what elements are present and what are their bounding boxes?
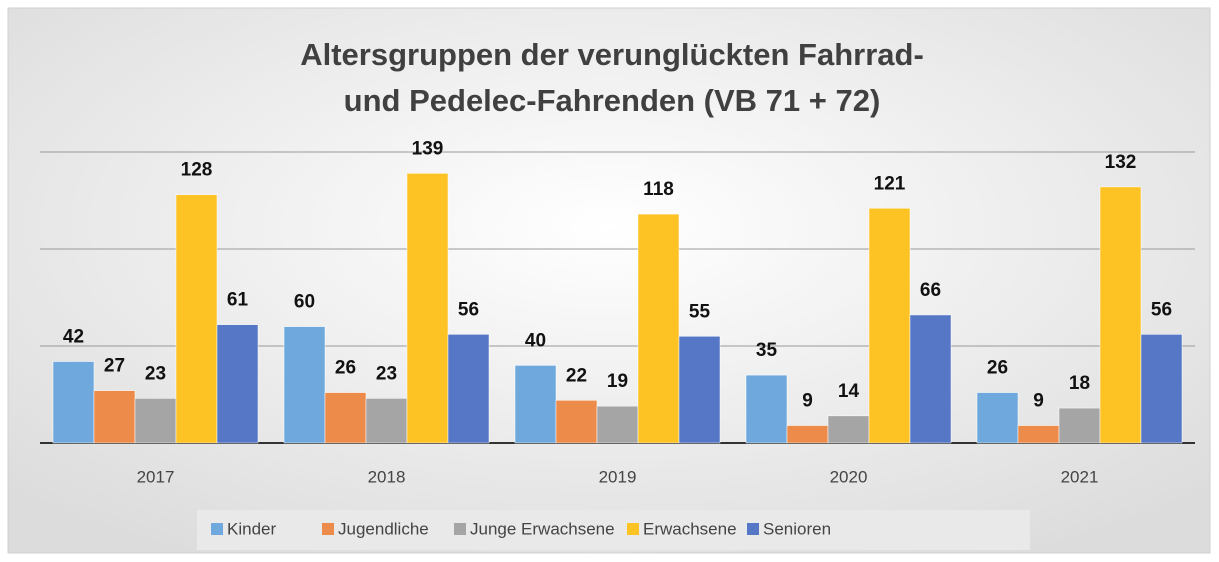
data-label: 9 — [802, 391, 813, 412]
bar — [93, 390, 136, 444]
data-label: 18 — [1069, 373, 1090, 394]
data-label: 9 — [1033, 391, 1044, 412]
bar — [909, 314, 952, 444]
data-label: 19 — [607, 371, 628, 392]
data-label: 132 — [1105, 152, 1137, 173]
legend-label: Erwachsene — [643, 519, 737, 538]
legend-swatch — [454, 523, 466, 535]
data-label: 35 — [756, 340, 778, 361]
x-tick-label: 2017 — [137, 467, 175, 486]
data-label: 14 — [838, 381, 860, 402]
bar — [596, 405, 639, 444]
data-label: 118 — [643, 179, 674, 200]
bar — [678, 336, 721, 444]
legend-label: Kinder — [227, 519, 276, 538]
bar — [637, 213, 680, 444]
bar — [324, 392, 367, 444]
legend-swatch — [322, 523, 334, 535]
data-label: 139 — [412, 138, 444, 159]
data-label: 60 — [294, 292, 315, 313]
bar — [447, 334, 490, 444]
bar — [514, 365, 557, 444]
bar — [555, 400, 598, 444]
data-label: 55 — [689, 301, 711, 322]
bar — [786, 425, 829, 444]
data-label: 40 — [525, 330, 546, 351]
data-label: 56 — [1151, 299, 1172, 320]
bar — [1017, 425, 1060, 444]
data-label: 23 — [145, 363, 166, 384]
legend-swatch — [627, 523, 639, 535]
data-label: 42 — [63, 327, 84, 348]
bar — [134, 398, 177, 444]
chart-title: Altersgruppen der verunglückten Fahrrad- — [300, 37, 924, 72]
data-label: 61 — [227, 290, 249, 311]
x-tick-label: 2021 — [1061, 467, 1099, 486]
data-label: 121 — [874, 173, 906, 194]
data-label: 66 — [920, 280, 941, 301]
data-label: 23 — [376, 363, 397, 384]
legend-label: Senioren — [763, 519, 831, 538]
bar — [745, 374, 788, 444]
bar — [283, 326, 326, 444]
bar — [365, 398, 408, 444]
data-label: 56 — [458, 299, 479, 320]
bar — [1099, 186, 1142, 444]
bar — [1058, 407, 1101, 444]
data-label: 26 — [987, 358, 1008, 379]
bar — [216, 324, 259, 444]
legend-swatch — [747, 523, 759, 535]
bar — [827, 415, 870, 444]
legend-label: Jugendliche — [338, 519, 429, 538]
legend-swatch — [211, 523, 223, 535]
chart-title: und Pedelec-Fahrenden (VB 71 + 72) — [344, 83, 881, 118]
data-label: 128 — [181, 160, 213, 181]
bar — [175, 194, 218, 444]
bar — [868, 208, 911, 444]
legend-background — [197, 510, 1030, 550]
bar — [976, 392, 1019, 444]
x-tick-label: 2019 — [599, 467, 637, 486]
data-label: 27 — [104, 356, 125, 377]
data-label: 26 — [335, 358, 356, 379]
legend-label: Junge Erwachsene — [470, 519, 615, 538]
x-tick-label: 2020 — [830, 467, 868, 486]
bar — [52, 361, 95, 444]
bar — [406, 173, 449, 444]
x-tick-label: 2018 — [368, 467, 406, 486]
data-label: 22 — [566, 365, 587, 386]
bar — [1140, 334, 1183, 444]
